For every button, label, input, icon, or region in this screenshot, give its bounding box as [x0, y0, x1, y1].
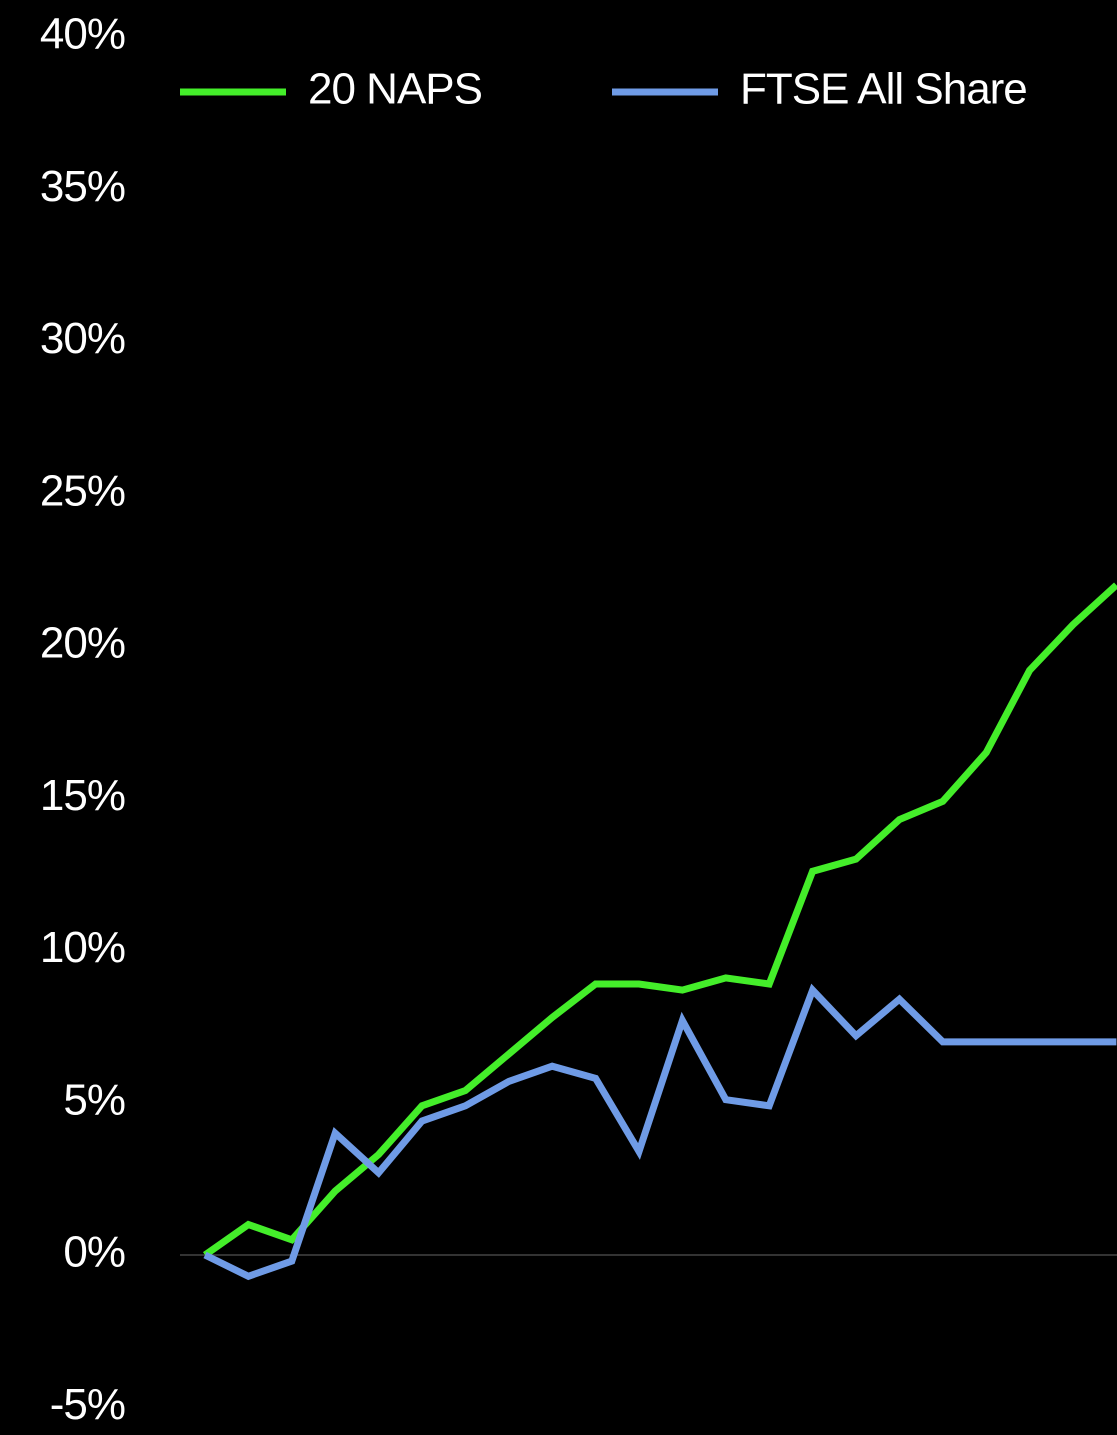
y-tick-label: 5% — [63, 1075, 125, 1124]
y-tick-label: 40% — [40, 10, 125, 59]
y-tick-label: 35% — [40, 162, 125, 211]
series-line — [203, 983, 1117, 1281]
y-tick-label: 25% — [40, 466, 125, 515]
legend-label: 20 NAPS — [308, 65, 482, 114]
y-tick-label: -5% — [50, 1380, 125, 1429]
y-tick-label: 30% — [40, 314, 125, 363]
y-tick-label: 0% — [63, 1228, 125, 1277]
y-tick-label: 20% — [40, 619, 125, 668]
y-tick-label: 15% — [40, 771, 125, 820]
legend-label: FTSE All Share — [740, 65, 1027, 114]
series-line — [202, 582, 1117, 1258]
y-tick-label: 10% — [40, 923, 125, 972]
